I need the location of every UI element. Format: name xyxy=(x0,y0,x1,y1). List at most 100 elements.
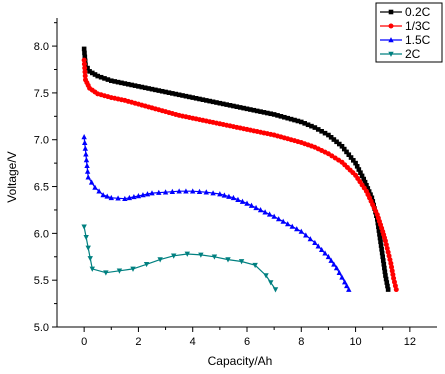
data-point xyxy=(275,216,282,222)
data-point xyxy=(331,137,337,142)
data-point xyxy=(207,98,212,104)
data-point xyxy=(183,188,189,194)
y-tick-label: 5.0 xyxy=(34,322,49,334)
data-point xyxy=(144,191,151,197)
data-point xyxy=(237,105,243,110)
data-point xyxy=(231,103,236,109)
data-point xyxy=(81,61,87,67)
data-point xyxy=(103,270,109,276)
data-point xyxy=(225,257,231,263)
legend-item: 1.5C xyxy=(380,33,431,47)
data-point xyxy=(344,282,350,289)
data-point xyxy=(348,155,354,160)
data-point xyxy=(263,273,269,279)
y-tick-label: 5.5 xyxy=(34,275,49,287)
x-tick-label: 10 xyxy=(349,336,361,348)
data-point xyxy=(84,168,91,174)
data-point xyxy=(275,113,280,118)
data-point xyxy=(126,194,133,201)
data-point xyxy=(241,105,246,111)
data-point xyxy=(81,46,87,52)
data-point xyxy=(333,265,340,271)
data-point xyxy=(353,160,358,166)
data-point xyxy=(315,243,321,249)
data-point xyxy=(322,250,328,256)
data-point xyxy=(312,125,318,130)
data-point xyxy=(210,190,216,196)
data-point xyxy=(235,196,241,202)
legend-marker xyxy=(388,51,394,57)
data-point xyxy=(108,78,114,84)
data-point xyxy=(328,134,334,140)
series-2 xyxy=(81,57,399,293)
x-tick-label: 0 xyxy=(81,336,87,348)
data-point xyxy=(122,195,128,202)
data-point xyxy=(362,179,368,185)
data-point xyxy=(302,121,307,126)
data-point xyxy=(368,192,373,197)
data-point xyxy=(378,243,384,248)
data-point xyxy=(85,65,90,71)
data-point xyxy=(116,268,123,274)
data-point xyxy=(162,189,169,195)
data-point xyxy=(83,157,90,163)
data-point xyxy=(271,213,277,219)
data-point xyxy=(318,246,325,253)
data-point xyxy=(156,189,162,195)
data-point xyxy=(89,70,95,76)
data-point xyxy=(143,261,150,268)
data-point xyxy=(98,74,104,80)
data-point xyxy=(248,202,255,208)
data-point xyxy=(85,174,91,180)
data-point xyxy=(119,80,124,86)
data-point xyxy=(376,224,381,230)
data-point xyxy=(82,69,88,75)
legend-box xyxy=(375,2,443,63)
data-point xyxy=(268,111,274,117)
data-point xyxy=(140,192,146,198)
data-point xyxy=(130,266,136,272)
data-point xyxy=(82,50,87,56)
data-point xyxy=(159,88,165,94)
data-point xyxy=(392,283,398,289)
legend-item: 2C xyxy=(380,47,421,61)
data-point xyxy=(386,253,392,259)
data-point xyxy=(105,77,111,82)
data-point xyxy=(387,257,393,263)
data-point xyxy=(253,204,259,211)
data-point xyxy=(198,252,204,258)
data-point xyxy=(176,188,182,194)
data-point xyxy=(272,287,279,293)
data-point xyxy=(171,253,177,259)
data-point xyxy=(173,91,179,97)
data-point xyxy=(82,65,88,71)
data-point xyxy=(364,182,369,188)
data-point xyxy=(221,192,228,198)
data-point xyxy=(280,218,286,224)
data-point xyxy=(342,279,348,285)
data-point xyxy=(244,106,250,112)
data-point xyxy=(393,287,399,293)
x-axis-title: Capacity/Ah xyxy=(208,354,273,368)
data-point xyxy=(92,184,98,190)
data-point xyxy=(203,98,209,103)
data-point xyxy=(379,246,384,252)
data-point xyxy=(153,87,158,93)
series-line xyxy=(83,136,350,290)
data-point xyxy=(282,114,287,120)
legend-label: 1/3C xyxy=(405,19,431,33)
data-point xyxy=(380,258,386,263)
data-point xyxy=(336,269,342,275)
data-point xyxy=(214,100,219,105)
data-point xyxy=(197,96,202,102)
data-point xyxy=(234,104,240,110)
data-point xyxy=(217,100,223,106)
data-point xyxy=(334,139,339,145)
data-point xyxy=(149,86,155,92)
data-point xyxy=(170,91,175,96)
data-point xyxy=(303,232,309,238)
data-point xyxy=(183,93,189,99)
legend-item: 0.2C xyxy=(380,5,431,19)
series-group xyxy=(81,46,399,293)
